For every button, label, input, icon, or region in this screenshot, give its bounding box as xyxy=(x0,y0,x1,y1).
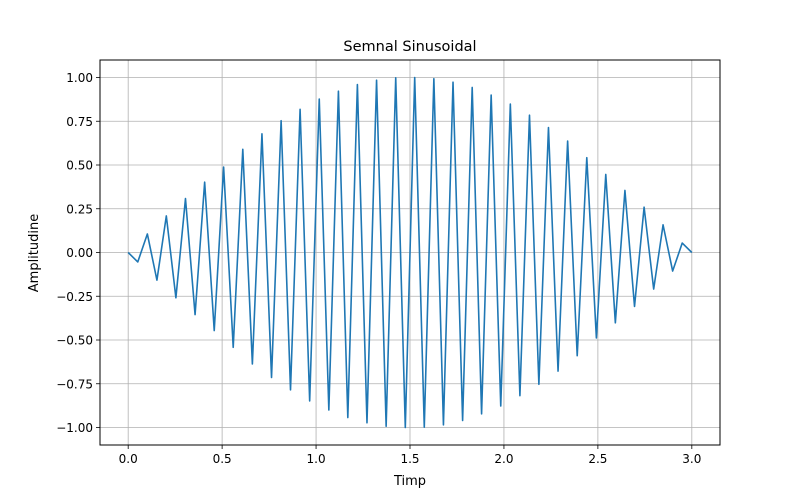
x-tick-label: 0.5 xyxy=(213,452,232,466)
x-tick-label: 0.0 xyxy=(119,452,138,466)
x-axis-ticks: 0.0 0.5 1.0 1.5 2.0 2.5 3.0 xyxy=(119,445,701,466)
y-tick-label: 0.25 xyxy=(66,202,93,216)
y-tick-label: 0.00 xyxy=(66,246,93,260)
y-tick-label: −0.50 xyxy=(56,334,93,348)
y-tick-label: −0.25 xyxy=(56,290,93,304)
y-axis-label: Amplitudine xyxy=(27,214,42,292)
x-tick-label: 2.5 xyxy=(588,452,607,466)
y-axis-ticks: −1.00 −0.75 −0.50 −0.25 0.00 0.25 0.50 0.75 1.00 xyxy=(56,71,100,435)
y-tick-label: 1.00 xyxy=(66,71,93,85)
y-tick-label: 0.75 xyxy=(66,115,93,129)
x-axis-label: Timp xyxy=(393,474,426,489)
y-tick-label: −1.00 xyxy=(56,421,93,435)
series-layer xyxy=(127,76,693,429)
x-tick-label: 3.0 xyxy=(682,452,701,466)
x-tick-label: 1.5 xyxy=(400,452,419,466)
x-tick-label: 1.0 xyxy=(307,452,326,466)
y-tick-label: −0.75 xyxy=(56,377,93,391)
x-tick-label: 2.0 xyxy=(494,452,513,466)
chart-title: Semnal Sinusoidal xyxy=(343,39,476,55)
y-tick-label: 0.50 xyxy=(66,159,93,173)
series-line xyxy=(127,76,693,429)
